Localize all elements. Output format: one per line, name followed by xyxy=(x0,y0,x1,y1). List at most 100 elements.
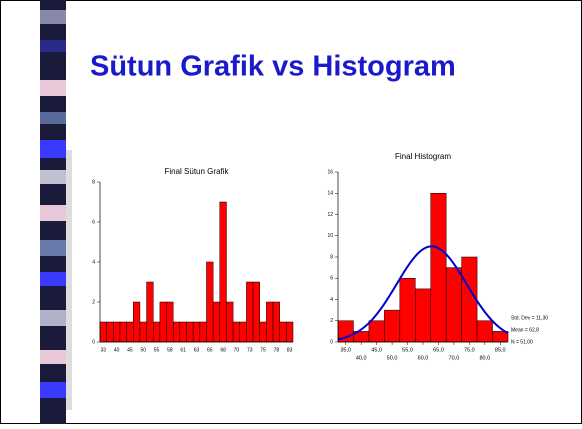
histogram-bar xyxy=(384,309,401,343)
histogram-bar xyxy=(399,278,416,343)
y-tick-label: 14 xyxy=(327,191,333,197)
x-tick-label: 45,0 xyxy=(371,347,382,353)
slide-title: Sütun Grafik vs Histogram xyxy=(90,51,456,83)
y-tick-label: 6 xyxy=(92,219,95,225)
bar xyxy=(113,321,121,343)
bar xyxy=(152,321,161,343)
strip-block xyxy=(40,310,66,326)
x-tick-label: 68 xyxy=(220,347,226,353)
x-tick-label: 75 xyxy=(260,347,266,353)
bar xyxy=(99,321,107,343)
histogram-bar xyxy=(368,320,385,343)
x-tick-label: 78 xyxy=(274,347,280,353)
x-tick-label: 60,0 xyxy=(418,355,429,361)
decoration-strip xyxy=(40,0,72,424)
histogram-bar xyxy=(430,193,447,343)
histogram-bar xyxy=(445,267,462,343)
y-tick-label: 0 xyxy=(330,339,333,345)
x-tick-label: 75,0 xyxy=(464,347,475,353)
bar xyxy=(133,301,141,343)
bar xyxy=(272,301,280,343)
bar xyxy=(219,201,227,343)
x-tick-label: 58 xyxy=(167,347,173,353)
histogram-bar xyxy=(476,320,493,343)
bar xyxy=(246,281,254,343)
y-tick-label: 4 xyxy=(92,259,95,265)
x-tick-label: 50 xyxy=(140,347,146,353)
strip-block xyxy=(40,112,66,124)
x-tick-label: 85,0 xyxy=(495,347,506,353)
bar xyxy=(126,321,134,343)
bar xyxy=(139,321,147,343)
x-tick-label: 63 xyxy=(194,347,200,353)
y-tick-label: 2 xyxy=(92,299,95,305)
bar xyxy=(119,321,127,343)
y-tick-label: 8 xyxy=(330,254,333,260)
bar xyxy=(266,301,274,343)
strip-block xyxy=(40,205,66,221)
x-tick-label: 70,0 xyxy=(449,355,460,361)
strip-shadow xyxy=(66,150,72,410)
x-tick-label: 33 xyxy=(101,347,107,353)
normal-curve xyxy=(337,245,509,341)
y-tick-label: 4 xyxy=(330,297,333,303)
x-tick-label: 65,0 xyxy=(433,347,444,353)
strip-block xyxy=(40,140,66,158)
chart-title: Final Histogram xyxy=(395,152,451,161)
y-tick-label: 2 xyxy=(330,318,333,324)
strip-block xyxy=(40,80,66,96)
bar xyxy=(279,321,287,343)
x-tick-label: 61 xyxy=(180,347,186,353)
histogram-bar xyxy=(461,256,478,343)
chart-title: Final Sütun Grafik xyxy=(164,167,229,176)
bar xyxy=(106,321,114,343)
stat-label: N = 51,00 xyxy=(511,339,533,345)
bar xyxy=(186,321,194,343)
bar xyxy=(192,321,201,343)
stat-label: Mean = 62,8 xyxy=(511,327,539,333)
x-tick-label: 70 xyxy=(234,347,240,353)
x-tick-label: 40,0 xyxy=(356,355,367,361)
bar xyxy=(159,301,167,343)
bar xyxy=(259,321,267,343)
x-tick-label: 55 xyxy=(154,347,160,353)
y-tick-label: 16 xyxy=(327,169,333,175)
x-tick-label: 80,0 xyxy=(479,355,490,361)
x-tick-label: 40 xyxy=(114,347,120,353)
x-tick-label: 73 xyxy=(247,347,253,353)
strip-block xyxy=(40,350,66,364)
y-tick-label: 8 xyxy=(92,179,95,185)
x-tick-label: 55,0 xyxy=(402,347,413,353)
bar xyxy=(206,261,214,343)
bar xyxy=(179,321,187,343)
strip-block xyxy=(40,40,66,52)
histogram-bar xyxy=(415,288,431,343)
bar xyxy=(226,301,234,343)
x-tick-label: 50,0 xyxy=(387,355,398,361)
strip-block xyxy=(40,170,66,184)
strip-block xyxy=(40,10,66,24)
bar xyxy=(239,321,247,343)
bar xyxy=(146,281,154,343)
bar xyxy=(232,321,241,343)
x-tick-label: 35,0 xyxy=(340,347,351,353)
strip-block xyxy=(40,382,66,398)
bar xyxy=(286,321,294,343)
bar xyxy=(252,281,260,343)
x-tick-label: 65 xyxy=(207,347,213,353)
y-tick-label: 10 xyxy=(327,233,333,239)
y-tick-label: 6 xyxy=(330,276,333,282)
strip-block xyxy=(40,272,66,286)
bar xyxy=(172,321,181,343)
bar xyxy=(166,301,174,343)
y-tick-label: 0 xyxy=(92,339,95,345)
bar xyxy=(199,321,207,343)
stat-label: Std. Dev = 11,30 xyxy=(511,315,548,321)
strip-block xyxy=(40,240,66,256)
x-tick-label: 83 xyxy=(287,347,293,353)
bar xyxy=(212,301,221,343)
y-tick-label: 12 xyxy=(327,212,333,218)
x-tick-label: 45 xyxy=(127,347,133,353)
